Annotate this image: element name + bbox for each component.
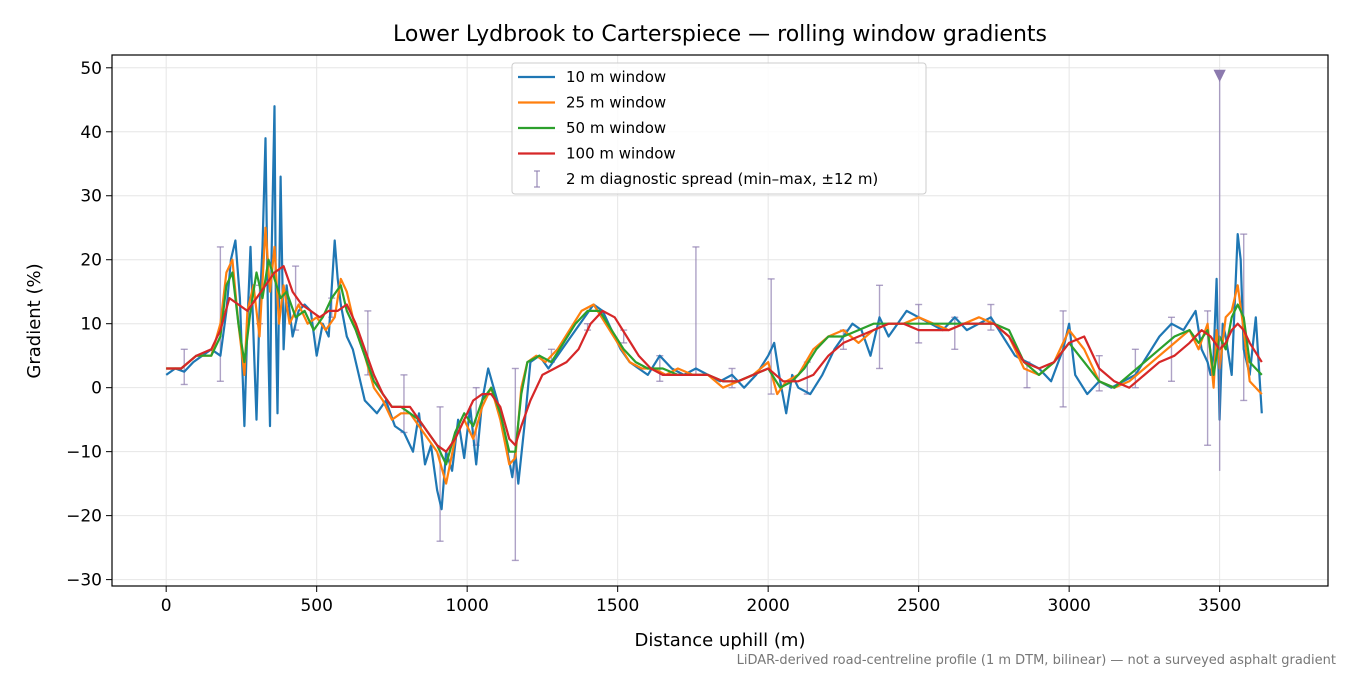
y-tick-label: 0	[91, 379, 102, 399]
series-line	[166, 265, 1263, 453]
x-tick-label: 3000	[1048, 596, 1091, 616]
footnote: LiDAR-derived road-centreline profile (1…	[737, 653, 1336, 668]
legend-label: 2 m diagnostic spread (min–max, ±12 m)	[566, 170, 878, 188]
y-tick-label: −20	[66, 507, 102, 527]
legend-label: 25 m window	[566, 94, 666, 112]
series-line	[166, 226, 1263, 485]
series-layer	[165, 105, 1263, 511]
axes-frame	[111, 54, 1329, 587]
legend-box	[511, 62, 927, 195]
x-tick-label: 3500	[1198, 596, 1241, 616]
y-tick-label: −30	[66, 571, 102, 591]
x-axis: 0 500 1000 1500 2000 2500 3000 3500	[161, 586, 1241, 616]
legend-label: 50 m window	[566, 119, 666, 137]
y-tick-label: 20	[80, 251, 102, 271]
x-axis-label: Distance uphill (m)	[635, 630, 806, 651]
x-tick-label: 500	[300, 596, 332, 616]
chart-title: Lower Lydbrook to Carterspiece — rolling…	[393, 22, 1047, 47]
legend-label: 10 m window	[566, 68, 666, 86]
x-tick-label: 0	[161, 596, 172, 616]
x-tick-label: 1000	[446, 596, 489, 616]
legend-label: 100 m window	[566, 145, 676, 163]
y-tick-label: 50	[80, 59, 102, 79]
y-axis-label: Gradient (%)	[24, 263, 45, 378]
y-tick-label: 40	[80, 123, 102, 143]
outlier-marker: ▼	[1213, 65, 1226, 84]
y-tick-label: −10	[66, 443, 102, 463]
y-tick-label: 10	[80, 315, 102, 335]
annotation-layer: ▼	[1213, 65, 1226, 471]
y-axis: −30 −20 −10 0 10 20 30 40 50	[66, 59, 112, 591]
plot-area: ▼	[165, 65, 1263, 562]
series-line	[165, 105, 1263, 511]
x-tick-label: 2000	[747, 596, 790, 616]
series-line	[166, 258, 1263, 466]
x-tick-label: 1500	[596, 596, 639, 616]
y-tick-label: 30	[80, 187, 102, 207]
x-tick-label: 2500	[897, 596, 940, 616]
legend: 10 m window 25 m window 50 m window 100 m w…	[511, 62, 927, 195]
